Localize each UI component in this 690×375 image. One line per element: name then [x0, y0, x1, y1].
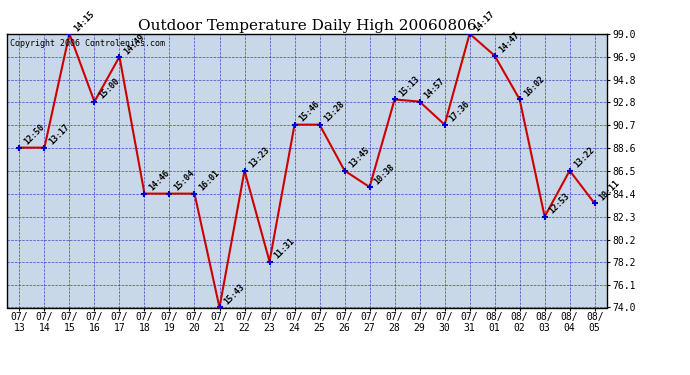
Text: 10:11: 10:11: [598, 178, 622, 203]
Text: 13:28: 13:28: [322, 100, 346, 124]
Text: 15:13: 15:13: [397, 75, 422, 99]
Text: 12:53: 12:53: [547, 192, 571, 216]
Text: 12:50: 12:50: [22, 123, 46, 147]
Text: 15:00: 15:00: [97, 77, 121, 101]
Text: Copyright 2006 Controlenics.com: Copyright 2006 Controlenics.com: [10, 39, 165, 48]
Text: 16:01: 16:01: [197, 169, 221, 193]
Text: 14:47: 14:47: [497, 31, 522, 55]
Text: 15:43: 15:43: [222, 283, 246, 307]
Text: 14:46: 14:46: [147, 169, 171, 193]
Text: 14:57: 14:57: [422, 77, 446, 101]
Text: 13:17: 13:17: [47, 123, 71, 147]
Text: 13:23: 13:23: [247, 146, 271, 170]
Text: 15:46: 15:46: [297, 100, 322, 124]
Text: 13:45: 13:45: [347, 146, 371, 170]
Text: 16:02: 16:02: [522, 75, 546, 99]
Text: 11:31: 11:31: [273, 237, 296, 261]
Text: 14:15: 14:15: [72, 9, 96, 33]
Text: 14:17: 14:17: [473, 9, 496, 33]
Text: 10:38: 10:38: [373, 162, 396, 186]
Title: Outdoor Temperature Daily High 20060806: Outdoor Temperature Daily High 20060806: [138, 19, 476, 33]
Text: 17:36: 17:36: [447, 100, 471, 124]
Text: 15:04: 15:04: [172, 169, 196, 193]
Text: 13:22: 13:22: [573, 146, 596, 170]
Text: 14:49: 14:49: [122, 32, 146, 56]
